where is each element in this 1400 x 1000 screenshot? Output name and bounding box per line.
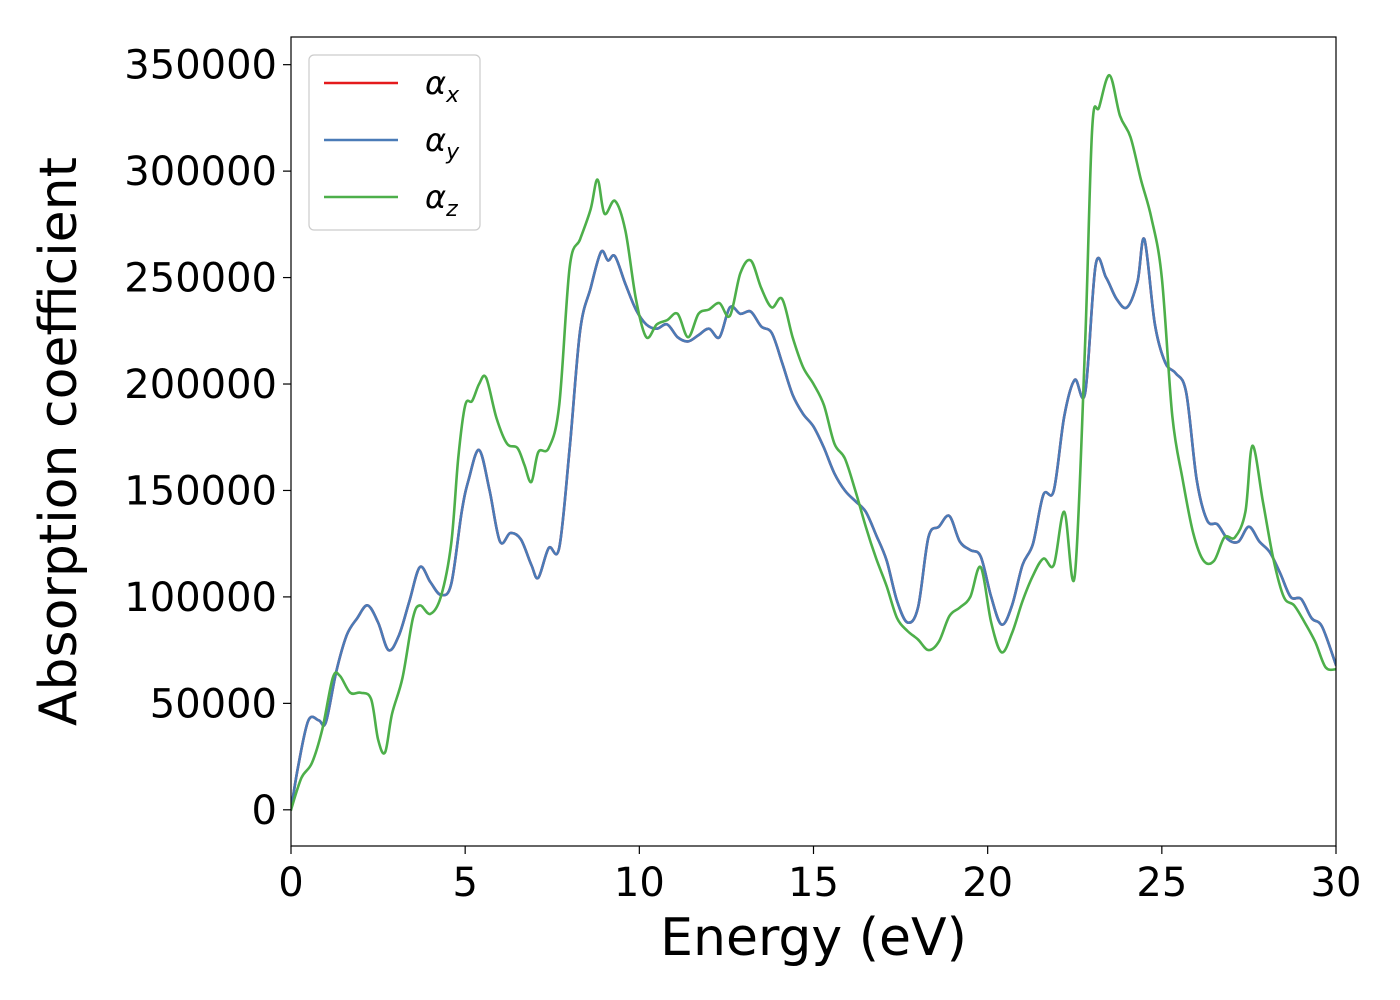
legend-label-y: αy — [425, 121, 460, 165]
legend-label-base: α — [425, 64, 446, 102]
x-tick-label: 30 — [1311, 860, 1362, 906]
x-tick-label: 0 — [278, 860, 303, 906]
legend-label-base: α — [425, 121, 446, 159]
x-axis: 0 5 10 15 20 25 30 — [278, 846, 1361, 906]
y-tick-label: 150000 — [124, 468, 277, 514]
legend-label-z: αz — [425, 178, 458, 222]
legend-label-subscript: z — [445, 197, 458, 222]
legend-box — [308, 54, 481, 231]
y-tick-label: 250000 — [124, 256, 277, 302]
y-tick-label: 200000 — [124, 362, 277, 408]
x-tick-label: 25 — [1136, 860, 1187, 906]
x-tick-label: 5 — [452, 860, 477, 906]
x-tick-label: 15 — [788, 860, 839, 906]
y-axis-title: Absorption coefficient — [29, 157, 89, 726]
x-tick-label: 10 — [614, 860, 665, 906]
legend-label-x: αx — [425, 64, 460, 108]
y-tick-label: 350000 — [124, 43, 277, 89]
legend-label-subscript: x — [445, 83, 460, 108]
series-layer — [291, 73, 1336, 812]
y-tick-label: 50000 — [150, 681, 277, 727]
y-tick-label: 100000 — [124, 575, 277, 621]
series-line-z — [291, 73, 1336, 812]
series-line-y — [291, 237, 1336, 812]
legend-label-subscript: y — [445, 140, 460, 165]
y-tick-label: 300000 — [124, 149, 277, 195]
x-axis-title: Energy (eV) — [660, 908, 967, 968]
y-axis: 0 50000 100000 150000 200000 250000 300000 3500… — [124, 43, 291, 834]
y-tick-label: 0 — [252, 788, 277, 834]
x-tick-label: 20 — [962, 860, 1013, 906]
legend-label-base: α — [425, 178, 446, 216]
